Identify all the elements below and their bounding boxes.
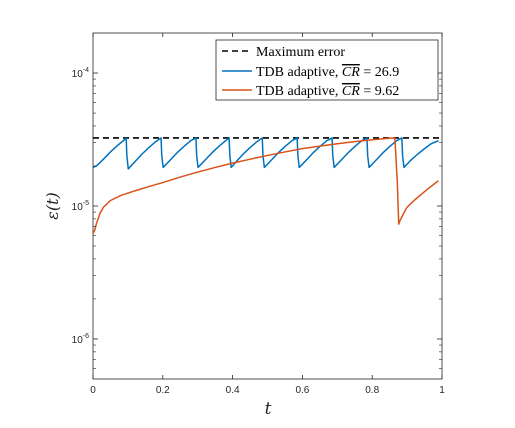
legend: Maximum error TDB adaptive, CR = 26.9 TD… [215,39,439,101]
x-tick-label: 0.8 [365,385,379,396]
y-tick-label-base: 10 [72,335,84,346]
x-tick-label: 0.6 [295,385,309,396]
series-tdb-adaptive-blue [92,137,439,170]
y-axis-label: ε(t) [43,192,62,220]
x-tick-label: 0.2 [156,385,170,396]
legend-orange-prefix: TDB adaptive, [256,84,342,99]
legend-orange-value: = 9.62 [360,84,399,99]
legend-blue-prefix: TDB adaptive, [256,65,342,80]
series-layer [92,137,442,234]
y-tick-label: 10-6 [72,333,89,346]
x-tick-label: 0.4 [226,385,240,396]
y-tick-label-base: 10 [72,69,84,80]
legend-label-max-error: Maximum error [256,45,345,60]
x-tick-label: 1 [439,385,445,396]
y-tick-label-exponent: -4 [83,67,89,74]
x-ticks: 0 0.2 0.4 0.6 0.8 1 [90,33,445,396]
x-tick-label: 0 [90,385,96,396]
y-tick-label-exponent: -5 [83,200,89,207]
legend-orange-cr: CR [342,84,360,99]
legend-blue-value: = 26.9 [360,65,399,80]
legend-box [215,39,439,101]
x-axis-label: t [265,399,272,419]
legend-label-orange: TDB adaptive, CR = 9.62 [256,84,399,99]
legend-label-blue: TDB adaptive, CR = 26.9 [256,65,399,80]
y-ticks: 10-610-510-4 [72,67,442,369]
series-tdb-adaptive-orange [92,137,439,234]
y-tick-label-base: 10 [72,202,84,213]
y-tick-label: 10-5 [72,200,89,213]
y-tick-label: 10-4 [72,67,89,80]
y-tick-label-exponent: -6 [83,333,89,340]
legend-blue-cr: CR [342,65,360,80]
